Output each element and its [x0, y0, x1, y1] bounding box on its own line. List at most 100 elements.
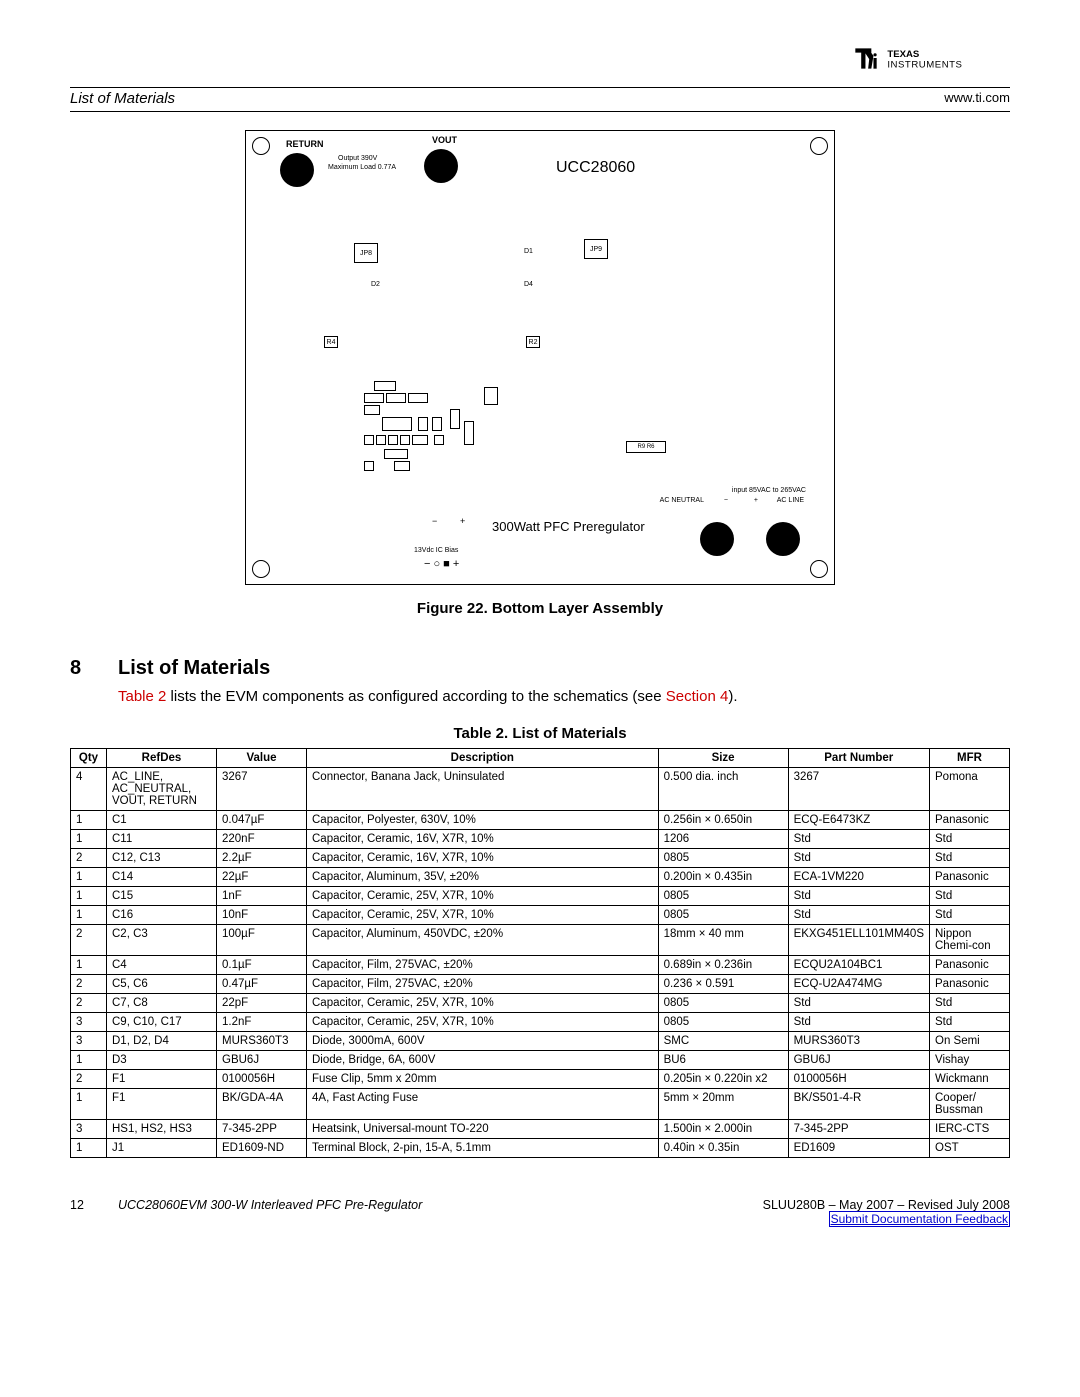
table-cell: 22pF — [217, 994, 307, 1013]
comp — [364, 405, 380, 415]
r4-label: R4 — [327, 339, 336, 346]
comp — [376, 435, 386, 445]
table-cell: Std — [788, 906, 929, 925]
table-cell: 0805 — [658, 906, 788, 925]
table-cell: Capacitor, Film, 275VAC, ±20% — [307, 956, 659, 975]
page-header: List of Materials www.ti.com — [70, 90, 1010, 107]
comp — [386, 393, 406, 403]
table-row: 4AC_LINE, AC_NEUTRAL, VOUT, RETURN3267Co… — [71, 768, 1010, 811]
table-cell: Panasonic — [930, 975, 1010, 994]
comp — [464, 421, 474, 445]
table-cell: 2 — [71, 994, 107, 1013]
table-cell: 0.500 dia. inch — [658, 768, 788, 811]
jp8-box: JP8 — [354, 243, 378, 263]
table-cell: Nippon Chemi-con — [930, 925, 1010, 956]
table-cell: ECQU2A104BC1 — [788, 956, 929, 975]
table-cell: C1 — [107, 811, 217, 830]
table-row: 2C7, C822pFCapacitor, Ceramic, 25V, X7R,… — [71, 994, 1010, 1013]
section-ref-link[interactable]: Section 4 — [666, 688, 729, 705]
table-cell: 7-345-2PP — [788, 1120, 929, 1139]
pcb-figure: RETURN Output 390V Maximum Load 0.77A VO… — [70, 130, 1010, 588]
table-cell: Fuse Clip, 5mm x 20mm — [307, 1070, 659, 1089]
d2-label: D2 — [371, 281, 380, 288]
table-cell: 0.236 × 0.591 — [658, 975, 788, 994]
table-cell: ECA-1VM220 — [788, 868, 929, 887]
table-cell: AC_LINE, AC_NEUTRAL, VOUT, RETURN — [107, 768, 217, 811]
comp — [364, 435, 374, 445]
comp — [394, 461, 410, 471]
table-cell: 3 — [71, 1120, 107, 1139]
table-ref-link[interactable]: Table 2 — [118, 688, 166, 705]
page-footer: 12 UCC28060EVM 300-W Interleaved PFC Pre… — [70, 1198, 1010, 1226]
feedback-link[interactable]: Submit Documentation Feedback — [829, 1211, 1010, 1227]
table-cell: 2.2µF — [217, 849, 307, 868]
table-cell: 1.2nF — [217, 1013, 307, 1032]
table-cell: ED1609-ND — [217, 1139, 307, 1158]
table-cell: Capacitor, Ceramic, 25V, X7R, 10% — [307, 994, 659, 1013]
label-out1: Output 390V — [338, 155, 377, 162]
table-cell: ED1609 — [788, 1139, 929, 1158]
table-cell: 0.200in × 0.435in — [658, 868, 788, 887]
table-cell: 1206 — [658, 830, 788, 849]
table-row: 1D3GBU6JDiode, Bridge, 6A, 600VBU6GBU6JV… — [71, 1051, 1010, 1070]
table-cell: 1 — [71, 887, 107, 906]
comp — [434, 435, 444, 445]
table-cell: 0.47µF — [217, 975, 307, 994]
mount-hole — [252, 137, 270, 155]
table-cell: 2 — [71, 1070, 107, 1089]
table-cell: 1 — [71, 1051, 107, 1070]
table-cell: Capacitor, Ceramic, 16V, X7R, 10% — [307, 849, 659, 868]
d1-label: D1 — [524, 248, 533, 255]
table-cell: 5mm × 20mm — [658, 1089, 788, 1120]
table-cell: 2 — [71, 849, 107, 868]
footer-doc-id: SLUU280B – May 2007 – Revised July 2008 — [763, 1198, 1010, 1212]
table-cell: Terminal Block, 2-pin, 15-A, 5.1mm — [307, 1139, 659, 1158]
table-cell: Diode, Bridge, 6A, 600V — [307, 1051, 659, 1070]
table-row: 1F1BK/GDA-4A4A, Fast Acting Fuse5mm × 20… — [71, 1089, 1010, 1120]
table-caption: Table 2. List of Materials — [70, 725, 1010, 742]
table-cell: Capacitor, Ceramic, 25V, X7R, 10% — [307, 1013, 659, 1032]
table-cell: BK/S501-4-R — [788, 1089, 929, 1120]
table-cell: Cooper/ Bussman — [930, 1089, 1010, 1120]
table-row: 1C151nFCapacitor, Ceramic, 25V, X7R, 10%… — [71, 887, 1010, 906]
banana-jack — [700, 522, 734, 556]
table-cell: 4 — [71, 768, 107, 811]
mount-hole — [810, 137, 828, 155]
th-qty: Qty — [71, 749, 107, 768]
table-cell: Std — [788, 1013, 929, 1032]
bias-label: 13Vdc IC Bias — [414, 547, 458, 554]
table-cell: 3 — [71, 1013, 107, 1032]
table-cell: C11 — [107, 830, 217, 849]
r9r6-label: R9 R6 — [637, 444, 654, 450]
r2-label: R2 — [529, 339, 538, 346]
th-size: Size — [658, 749, 788, 768]
table-cell: D3 — [107, 1051, 217, 1070]
banana-jack — [766, 522, 800, 556]
table-row: 1C10.047µFCapacitor, Polyester, 630V, 10… — [71, 811, 1010, 830]
table-cell: 0.256in × 0.650in — [658, 811, 788, 830]
th-pn: Part Number — [788, 749, 929, 768]
label-vout: VOUT — [432, 135, 457, 145]
watt-label: 300Watt PFC Preregulator — [492, 519, 645, 534]
mount-hole — [252, 560, 270, 578]
jp9-box: JP9 — [584, 239, 608, 259]
table-cell: EKXG451ELL101MM40S — [788, 925, 929, 956]
table-cell: C14 — [107, 868, 217, 887]
footer-doc-title: UCC28060EVM 300-W Interleaved PFC Pre-Re… — [118, 1198, 763, 1212]
table-cell: Capacitor, Ceramic, 25V, X7R, 10% — [307, 906, 659, 925]
table-cell: 0100056H — [788, 1070, 929, 1089]
body-mid: lists the EVM components as configured a… — [166, 688, 665, 705]
table-cell: 1nF — [217, 887, 307, 906]
table-cell: C16 — [107, 906, 217, 925]
input-range: input 85VAC to 265VAC — [732, 487, 806, 494]
comp — [484, 387, 498, 405]
table-cell: Std — [930, 830, 1010, 849]
th-refdes: RefDes — [107, 749, 217, 768]
comp — [374, 381, 396, 391]
svg-text:TEXAS: TEXAS — [887, 49, 920, 60]
plus: + — [754, 497, 758, 504]
table-row: 2F10100056HFuse Clip, 5mm x 20mm0.205in … — [71, 1070, 1010, 1089]
table-cell: 10nF — [217, 906, 307, 925]
comp — [388, 435, 398, 445]
ac-line: AC LINE — [777, 497, 804, 504]
